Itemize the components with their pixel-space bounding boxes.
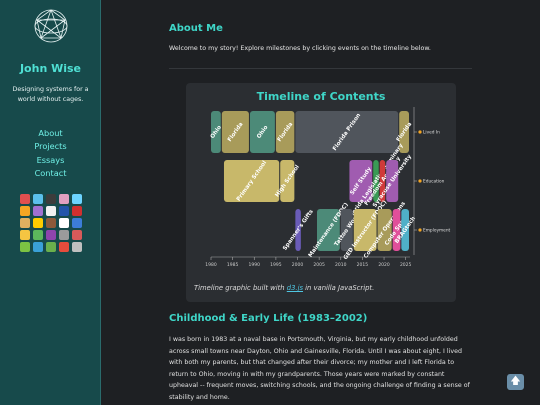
timeline-bar <box>340 209 353 251</box>
timeline-bar <box>379 160 386 202</box>
timeline-bar <box>211 111 221 153</box>
x-tick-label: 1980 <box>205 262 217 268</box>
emoji-badge-icon <box>33 206 43 216</box>
main-nav: About Projects Essays Contact <box>0 127 101 181</box>
x-tick-label: 1990 <box>249 262 261 268</box>
site-tagline: Designing systems for a world without ca… <box>12 86 89 103</box>
emoji-badge-icon <box>72 242 82 252</box>
emoji-badges <box>14 194 88 252</box>
x-tick-label: 2005 <box>313 262 325 268</box>
timeline-bar <box>377 209 392 251</box>
lane-label: Employment <box>423 228 451 234</box>
divider <box>169 68 472 69</box>
emoji-badge-icon <box>72 206 82 216</box>
childhood-paragraph: I was born in 1983 at a naval base in Po… <box>169 334 479 404</box>
timeline-caption: Timeline graphic built with d3.js in van… <box>194 284 374 292</box>
x-tick-label: 1995 <box>270 262 282 268</box>
lane-marker-icon <box>418 130 422 134</box>
emoji-badge-icon <box>20 242 30 252</box>
timeline-bar <box>280 160 295 202</box>
emoji-badge-icon <box>59 242 69 252</box>
x-tick-label: 2025 <box>400 262 412 268</box>
timeline-card: Timeline of Contents Ohio Florida Ohio Flori… <box>186 83 456 302</box>
site-name: John Wise <box>19 62 82 75</box>
x-tick-label: 2000 <box>292 262 304 268</box>
emoji-badge-icon <box>46 218 56 228</box>
timeline-bar <box>401 209 409 251</box>
geodesic-sphere-icon <box>34 9 68 43</box>
emoji-badge-icon <box>46 206 56 216</box>
emoji-badge-icon <box>20 206 30 216</box>
lane-marker-icon <box>418 228 422 232</box>
timeline-bar <box>386 160 399 202</box>
para-line: across small towns near Dayton, Ohio and… <box>169 347 463 355</box>
x-tick-label: 2010 <box>335 262 347 268</box>
caption-prefix: Timeline graphic built with <box>194 284 287 292</box>
timeline-bar <box>221 111 249 153</box>
timeline-bar <box>295 111 399 153</box>
emoji-badge-icon <box>20 230 30 240</box>
emoji-badge-icon <box>33 230 43 240</box>
timeline-bar <box>399 111 409 153</box>
lane-marker-icon <box>418 179 422 183</box>
emoji-badge-icon <box>59 230 69 240</box>
timeline-bar <box>353 209 377 251</box>
emoji-badge-icon <box>59 206 69 216</box>
emoji-badge-icon <box>33 242 43 252</box>
childhood-heading: Childhood & Early Life (1983–2002) <box>169 313 368 324</box>
para-line: upheaval -- frequent moves, switching sc… <box>169 382 470 390</box>
nav-about[interactable]: About <box>38 128 63 138</box>
arrow-up-icon[interactable]: 🡅 <box>507 374 524 390</box>
emoji-badge-icon <box>72 230 82 240</box>
lane-label: Lived In <box>423 130 440 136</box>
d3-link[interactable]: d3.js <box>286 284 303 292</box>
x-tick-label: 2020 <box>378 262 390 268</box>
chart-title: Timeline of Contents <box>257 90 386 103</box>
emoji-badge-icon <box>72 218 82 228</box>
timeline-bar <box>392 209 401 251</box>
emoji-badge-icon <box>46 194 56 204</box>
para-line: with both my parents, but that changed a… <box>169 359 455 367</box>
timeline-bar <box>349 160 373 202</box>
nav-contact[interactable]: Contact <box>34 168 67 179</box>
timeline-bar <box>223 160 280 202</box>
emoji-badge-icon <box>46 242 56 252</box>
sidebar: John Wise Designing systems for a world … <box>0 0 101 405</box>
emoji-badge-icon <box>59 194 69 204</box>
para-line: stability and home. <box>169 393 230 401</box>
timeline-bar <box>249 111 275 153</box>
about-heading: About Me <box>169 23 223 34</box>
timeline-bar <box>373 160 379 202</box>
main-content: About Me Welcome to my story! Explore mi… <box>101 0 540 405</box>
x-tick-label: 2015 <box>357 262 369 268</box>
para-line: I was born in 1983 at a naval base in Po… <box>169 336 458 343</box>
nav-essays[interactable]: Essays <box>36 154 65 165</box>
emoji-badge-icon <box>33 194 43 204</box>
timeline-bar <box>295 209 301 251</box>
emoji-badge-icon <box>72 194 82 204</box>
about-intro: Welcome to my story! Explore milestones … <box>169 45 431 52</box>
lane-label: Education <box>423 179 445 185</box>
timeline-bar <box>316 209 340 251</box>
emoji-badge-icon <box>20 194 30 204</box>
timeline-bar <box>275 111 295 153</box>
x-tick-label: 1985 <box>227 262 239 268</box>
caption-suffix: in vanilla JavaScript. <box>303 284 375 292</box>
para-line: return to Ohio, moving in with my grandp… <box>169 370 445 378</box>
emoji-badge-icon <box>20 218 30 228</box>
nav-projects[interactable]: Projects <box>34 141 67 152</box>
emoji-badge-icon <box>59 218 69 228</box>
emoji-badge-icon <box>46 230 56 240</box>
emoji-badge-icon <box>33 218 43 228</box>
